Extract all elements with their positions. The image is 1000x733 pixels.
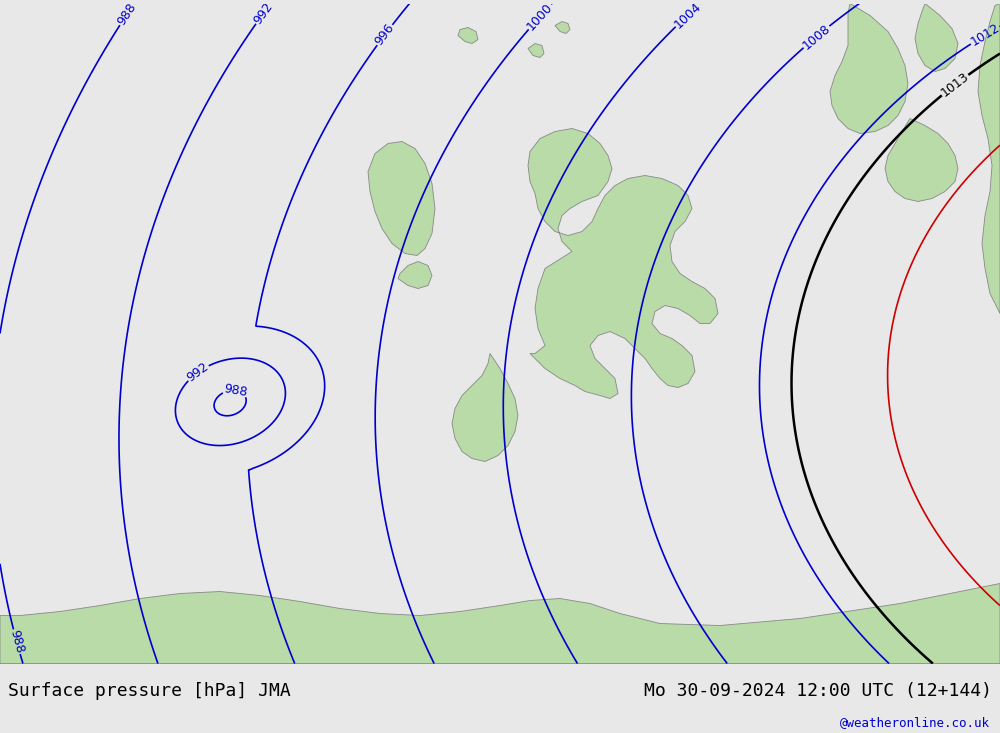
Text: 1008: 1008 xyxy=(800,21,833,52)
Text: 1012: 1012 xyxy=(968,21,1000,49)
Polygon shape xyxy=(398,262,432,289)
Polygon shape xyxy=(915,4,958,72)
Text: 996: 996 xyxy=(372,21,397,48)
Text: 988: 988 xyxy=(7,628,26,655)
Text: @weatheronline.co.uk: @weatheronline.co.uk xyxy=(840,716,990,729)
Polygon shape xyxy=(452,353,518,462)
Text: Mo 30-09-2024 12:00 UTC (12+144): Mo 30-09-2024 12:00 UTC (12+144) xyxy=(644,682,992,700)
Polygon shape xyxy=(528,43,544,57)
Text: 1004: 1004 xyxy=(672,0,704,31)
Polygon shape xyxy=(0,583,1000,663)
Polygon shape xyxy=(830,4,908,133)
Polygon shape xyxy=(885,119,958,202)
Text: 988: 988 xyxy=(222,382,248,399)
Polygon shape xyxy=(368,141,435,256)
Polygon shape xyxy=(555,21,570,34)
Text: 992: 992 xyxy=(251,0,276,27)
Polygon shape xyxy=(458,28,478,43)
Text: 988: 988 xyxy=(115,1,139,28)
Text: 1000: 1000 xyxy=(524,1,555,33)
Text: 1013: 1013 xyxy=(938,70,971,100)
Text: Surface pressure [hPa] JMA: Surface pressure [hPa] JMA xyxy=(8,682,291,700)
Text: 992: 992 xyxy=(184,360,211,385)
Polygon shape xyxy=(978,4,1000,314)
Polygon shape xyxy=(528,128,718,399)
